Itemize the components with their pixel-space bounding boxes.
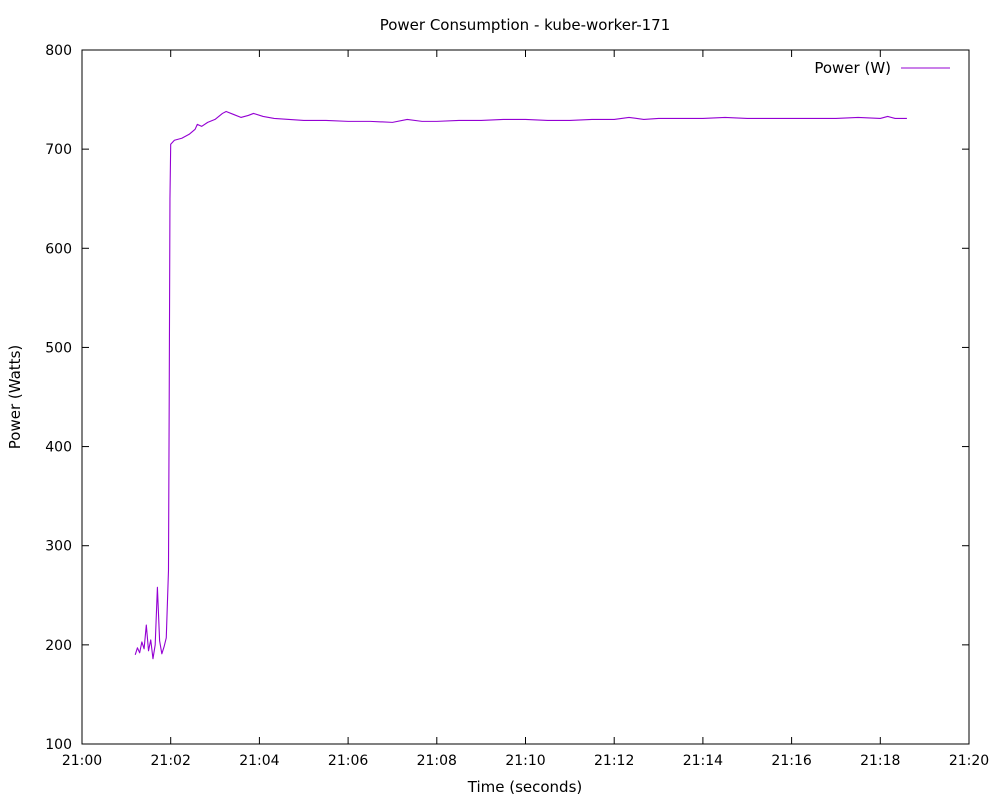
y-tick-label: 500 — [45, 340, 72, 356]
x-tick-label: 21:00 — [62, 753, 102, 769]
x-tick-label: 21:12 — [594, 753, 634, 769]
y-tick-label: 600 — [45, 241, 72, 257]
legend-label: Power (W) — [814, 59, 891, 77]
x-tick-label: 21:10 — [505, 753, 545, 769]
series-line-power — [134, 110, 907, 660]
x-axis-label: Time (seconds) — [467, 778, 583, 796]
x-tick-label: 21:02 — [151, 753, 191, 769]
legend: Power (W) — [814, 59, 950, 77]
y-axis: 100 200 300 400 500 600 700 800 — [45, 43, 969, 753]
x-tick-label: 21:08 — [417, 753, 457, 769]
x-tick-label: 21:04 — [239, 753, 279, 769]
y-tick-label: 200 — [45, 638, 72, 654]
y-tick-label: 700 — [45, 142, 72, 158]
y-tick-label: 800 — [45, 43, 72, 59]
y-axis-label: Power (Watts) — [6, 345, 24, 449]
series-group — [134, 110, 907, 660]
y-tick-label: 300 — [45, 539, 72, 555]
y-tick-label: 400 — [45, 440, 72, 456]
x-axis: 21:00 21:02 21:04 21:06 21:08 21:10 21:12 21:14… — [62, 50, 989, 769]
y-tick-label: 100 — [45, 737, 72, 753]
x-tick-label: 21:06 — [328, 753, 368, 769]
x-tick-label: 21:20 — [949, 753, 989, 769]
chart-title: Power Consumption - kube-worker-171 — [380, 16, 671, 34]
x-tick-label: 21:14 — [683, 753, 723, 769]
x-tick-label: 21:16 — [771, 753, 811, 769]
x-tick-label: 21:18 — [860, 753, 900, 769]
